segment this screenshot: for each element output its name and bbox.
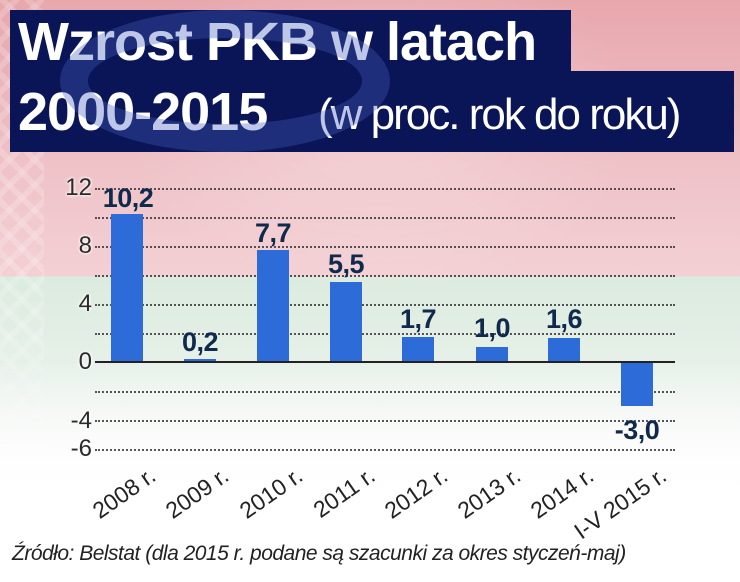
title-line-2: 2000-2015 (w proc. rok do roku) — [10, 71, 734, 152]
x-label: 2008 r. — [87, 462, 160, 524]
value-label: 7,7 — [254, 218, 292, 248]
value-label: 10,2 — [102, 183, 154, 213]
x-label: 2013 r. — [452, 462, 525, 524]
bar-2014 — [548, 338, 580, 362]
x-label: 2012 r. — [379, 462, 452, 524]
gridline — [95, 304, 675, 306]
value-label: 1,7 — [399, 304, 437, 334]
title-line-1: Wzrost PKB w latach — [10, 10, 571, 72]
gridline — [95, 333, 675, 335]
value-label: 1,6 — [545, 304, 583, 334]
bar-2008 — [111, 214, 143, 362]
source-note: Źródło: Belstat (dla 2015 r. podane są s… — [12, 542, 626, 565]
bar-2012 — [402, 337, 434, 362]
gridline — [95, 391, 675, 393]
gridline — [95, 188, 675, 190]
bar-2015 — [621, 362, 653, 406]
y-tick: 4 — [78, 290, 92, 317]
x-label: 2009 r. — [160, 462, 233, 524]
value-label: 1,0 — [473, 313, 511, 343]
title-years: 2000-2015 — [18, 82, 268, 142]
title-text-1: Wzrost PKB w latach — [18, 12, 537, 72]
y-tick: 8 — [78, 232, 92, 259]
bar-2011 — [330, 282, 362, 362]
x-label: 2010 r. — [234, 462, 307, 524]
gridline — [95, 246, 675, 248]
y-tick: -4 — [70, 407, 92, 434]
zero-axis-line — [95, 361, 675, 363]
gridline — [95, 217, 675, 219]
gridline — [95, 275, 675, 277]
gridline — [95, 420, 675, 422]
y-tick: 12 — [65, 174, 92, 201]
y-tick: -6 — [70, 435, 92, 462]
y-tick: 0 — [78, 348, 92, 375]
bar-2009 — [184, 359, 216, 362]
bar-2010 — [257, 250, 289, 362]
value-label: 5,5 — [327, 249, 365, 279]
value-label: 0,2 — [181, 327, 219, 357]
x-label: 2011 r. — [308, 462, 380, 523]
title-unit: (w proc. rok do roku) — [318, 90, 681, 139]
gridline — [95, 449, 675, 451]
value-label: -3,0 — [614, 415, 660, 445]
bar-2013 — [476, 347, 508, 362]
